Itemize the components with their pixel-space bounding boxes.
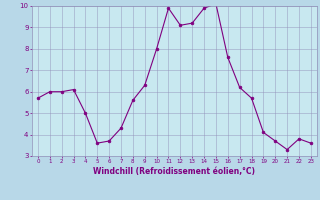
X-axis label: Windchill (Refroidissement éolien,°C): Windchill (Refroidissement éolien,°C) xyxy=(93,167,255,176)
